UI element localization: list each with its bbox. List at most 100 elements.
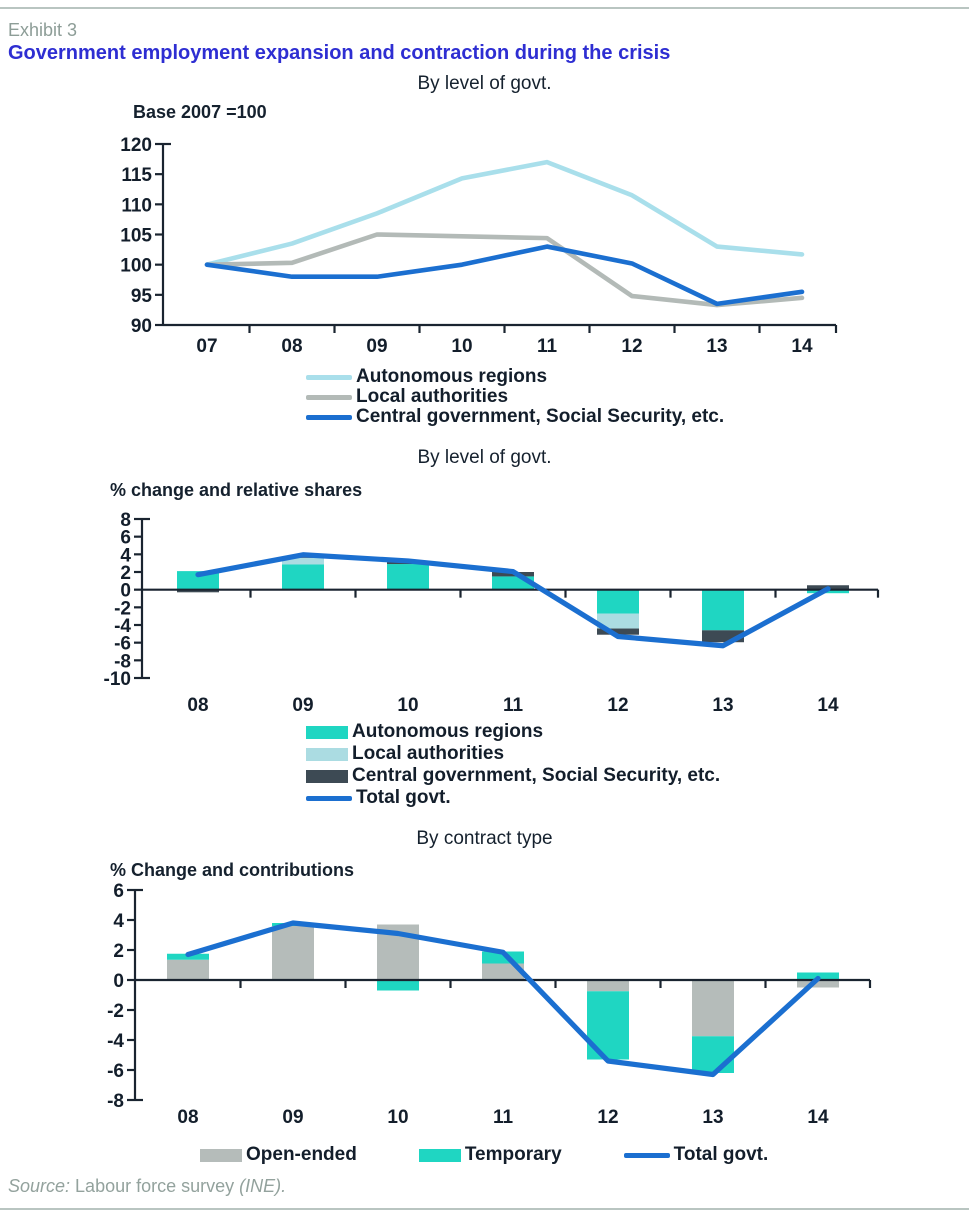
chart1-y-tick-label: 95	[131, 286, 153, 307]
chart2-bar-12	[597, 613, 639, 629]
chart2-x-label-08: 08	[187, 695, 208, 716]
chart2-x-label-09: 09	[292, 695, 313, 716]
local-authorities-swatch	[306, 747, 348, 761]
chart2-bar-08	[177, 589, 219, 593]
local-authorities-label: Local authorities	[352, 743, 505, 764]
legend-item-local-authorities: Local authorities	[306, 743, 720, 765]
exhibit-label: Exhibit 3	[8, 20, 78, 40]
chart2-y-tick-label: 0	[120, 581, 131, 602]
chart2-x-label-14: 14	[817, 695, 839, 716]
central-government-social-security-etc-swatch	[306, 769, 348, 783]
chart2-x-label-11: 11	[503, 695, 524, 716]
chart1-x-label-11: 11	[537, 336, 558, 357]
legend-item-open-ended: Open-ended	[200, 1143, 357, 1167]
source-prefix: Source:	[8, 1176, 71, 1196]
autonomous-regions-swatch	[306, 725, 348, 739]
legend-item-total-govt: Total govt.	[306, 787, 720, 809]
chart3-x-label-12: 12	[597, 1107, 618, 1128]
chart3-y-tick-label: -6	[107, 1061, 124, 1082]
open-ended-label: Open-ended	[246, 1144, 357, 1165]
chart2-line-total-govt	[195, 552, 831, 649]
temporary-label: Temporary	[464, 1144, 562, 1165]
chart1-line-autonomous-regions	[204, 159, 805, 267]
chart3-bar-10	[377, 980, 419, 991]
chart3-legend: Open-ended Temporary Total govt.	[200, 1143, 768, 1167]
chart2-bar-12	[597, 589, 639, 614]
chart3-x-label-13: 13	[702, 1107, 723, 1128]
chart3-y-tick-label: -2	[107, 1001, 124, 1022]
source-note: Source: Labour force survey (INE).	[8, 1176, 286, 1197]
chart3-bar-13	[692, 980, 734, 1037]
chart3-x-label-08: 08	[177, 1107, 198, 1128]
chart3-y-tick-label: 2	[113, 941, 124, 962]
legend-item-central-government-social-security-etc: Central government, Social Security, etc…	[306, 765, 720, 787]
chart2-bar-13	[702, 589, 744, 631]
chart3-bar-09	[272, 926, 314, 980]
chart2-y-tick-label: -8	[114, 651, 131, 672]
chart3-title: By contract type	[416, 828, 553, 849]
chart2-bar-13	[702, 630, 744, 643]
legend-item-total-govt: Total govt.	[623, 1143, 769, 1167]
chart2-bar-09	[282, 556, 324, 558]
chart3-axis-note: % Change and contributions	[110, 860, 355, 880]
chart1-line-local-authorities	[204, 232, 805, 308]
chart3-x-label-09: 09	[282, 1107, 303, 1128]
total-govt-label: Total govt.	[356, 787, 451, 808]
chart3-y-tick-label: 4	[113, 911, 124, 932]
chart3-x-label-10: 10	[387, 1107, 408, 1128]
autonomous-regions-label: Autonomous regions	[356, 366, 548, 387]
chart3-x-label-11: 11	[493, 1107, 514, 1128]
top-divider	[0, 7, 969, 9]
chart1-y-tick-label: 110	[121, 195, 152, 216]
chart2-y-tick-label: -10	[104, 669, 131, 690]
chart1-axis-note: Base 2007 =100	[133, 102, 267, 122]
central-government-social-security-etc-label: Central government, Social Security, etc…	[352, 765, 721, 786]
central-government-social-security-etc-label: Central government, Social Security, etc…	[356, 406, 725, 427]
page-title: Government employment expansion and cont…	[8, 42, 671, 64]
legend-item-local-authorities: Local authorities	[306, 386, 724, 407]
chart2-y-tick-label: 4	[120, 545, 131, 566]
chart1-title: By level of govt.	[417, 73, 552, 94]
chart2-y-tick-label: -4	[114, 616, 131, 637]
chart2-y-tick-label: 2	[120, 563, 131, 584]
chart2-y-tick-label: 6	[120, 528, 131, 549]
legend-item-autonomous-regions: Autonomous regions	[306, 721, 720, 743]
chart1-x-label-10: 10	[451, 336, 472, 357]
legend-item-central-government-social-security-etc: Central government, Social Security, etc…	[306, 406, 725, 427]
chart2-x-label-10: 10	[397, 695, 418, 716]
chart2-x-label-12: 12	[607, 695, 628, 716]
chart2-bar-09	[282, 564, 324, 590]
chart1-y-tick-label: 90	[131, 316, 152, 337]
local-authorities-label: Local authorities	[356, 386, 509, 407]
chart1-y-tick-label: 105	[120, 226, 152, 247]
chart2-y-tick-label: -2	[114, 598, 131, 619]
chart1-x-label-14: 14	[791, 336, 813, 357]
chart2-y-tick-label: 8	[120, 510, 131, 531]
chart2-bar-12	[597, 628, 639, 635]
local-authorities-swatch	[306, 394, 352, 400]
chart1-x-label-12: 12	[621, 336, 642, 357]
total-govt-swatch	[306, 795, 352, 801]
chart1-line-central-government-social-security-etc	[204, 244, 805, 307]
chart3-bar-14	[797, 980, 839, 988]
chart1-y-tick-label: 115	[121, 165, 152, 186]
chart1-x-label-13: 13	[706, 336, 727, 357]
source-text: Labour force survey	[70, 1176, 240, 1196]
chart1-y-tick-label: 120	[120, 135, 152, 156]
total-govt-swatch	[623, 1152, 670, 1158]
chart1-x-label-08: 08	[281, 336, 302, 357]
chart2-y-tick-label: -6	[114, 634, 131, 655]
legend-item-temporary: Temporary	[418, 1143, 562, 1167]
chart3-line-total-govt	[185, 920, 821, 1078]
chart3-y-tick-label: 0	[113, 971, 124, 992]
autonomous-regions-swatch	[306, 374, 352, 380]
chart2-title: By level of govt.	[417, 447, 552, 468]
chart2-bar-10	[387, 564, 429, 590]
chart2-bar-08	[177, 571, 219, 590]
autonomous-regions-label: Autonomous regions	[352, 721, 544, 742]
legend-item-autonomous-regions: Autonomous regions	[306, 366, 724, 387]
total-govt-label: Total govt.	[673, 1144, 769, 1165]
chart3-bar-08	[167, 959, 209, 980]
